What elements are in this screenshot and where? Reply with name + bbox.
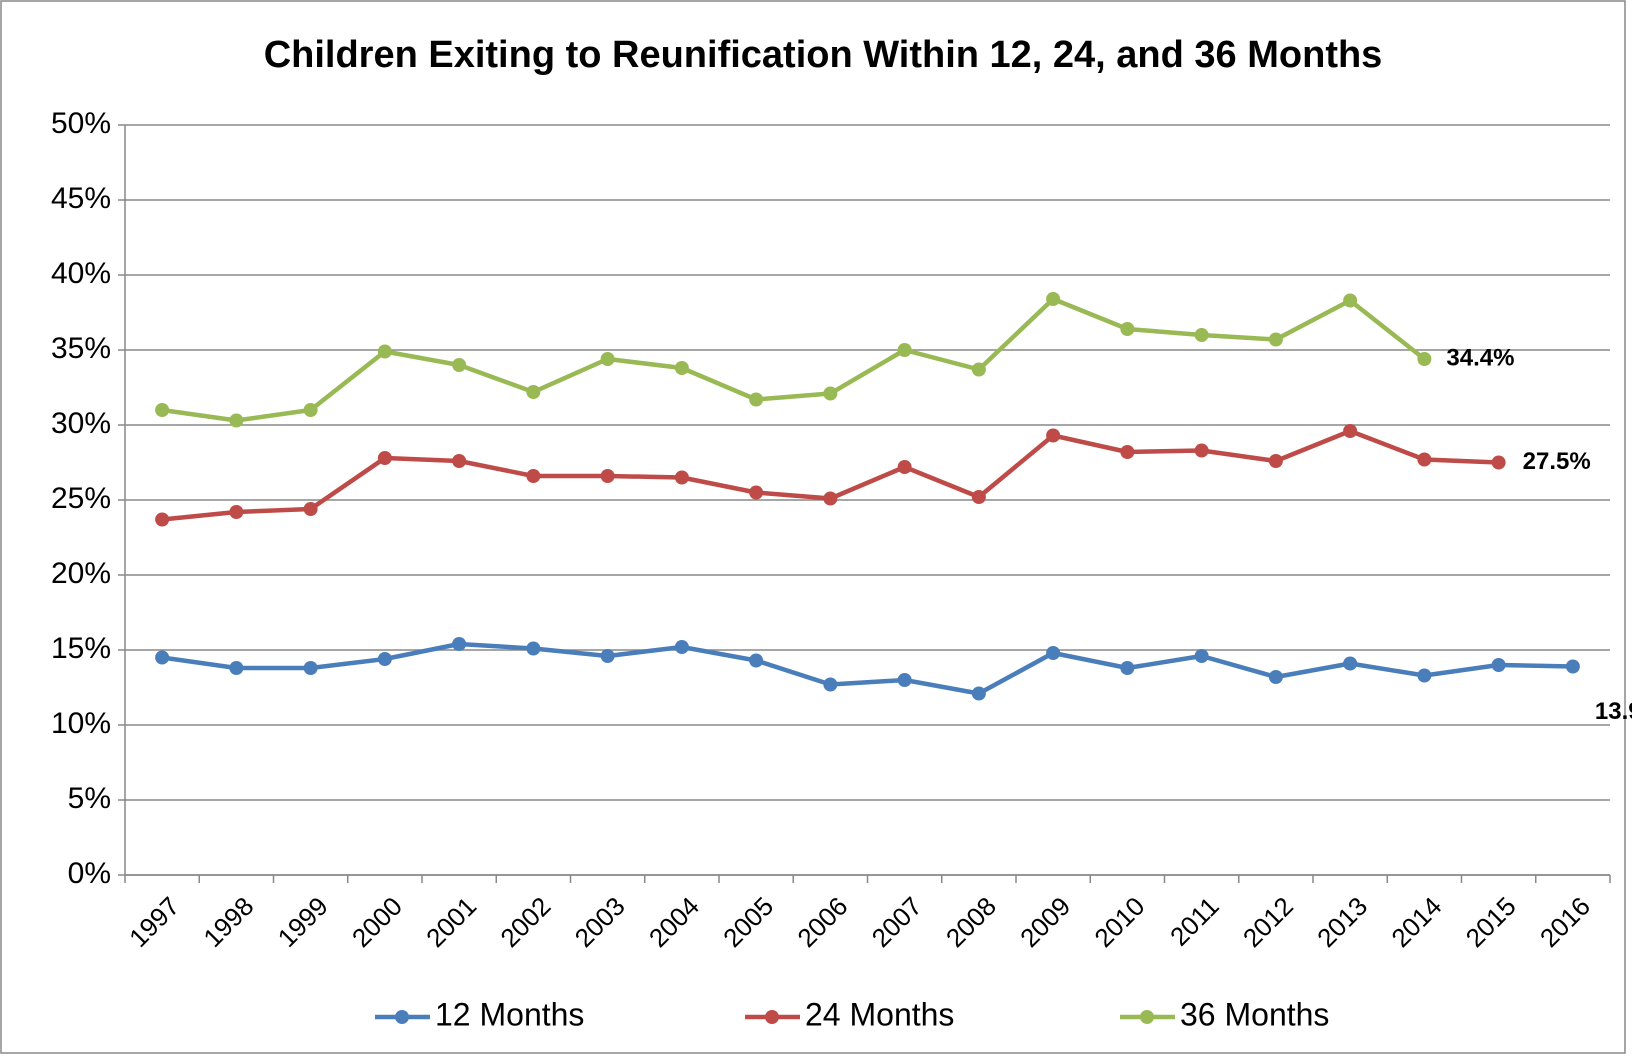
- data-point: [303, 661, 318, 675]
- data-point: [1194, 328, 1209, 342]
- data-point: [1268, 332, 1283, 347]
- y-tick-label: 50%: [51, 107, 111, 140]
- y-tick-label: 0%: [68, 857, 111, 890]
- data-point: [155, 650, 170, 665]
- data-point: [377, 344, 392, 359]
- y-tick-label: 30%: [51, 407, 111, 440]
- data-point: [452, 358, 467, 372]
- data-point: [1268, 670, 1283, 684]
- data-point: [600, 649, 615, 663]
- data-point: [1565, 659, 1580, 674]
- data-point: [1417, 668, 1432, 683]
- data-point: [823, 677, 838, 692]
- y-tick-label: 15%: [51, 632, 111, 665]
- data-point: [749, 653, 764, 668]
- data-point: [1194, 443, 1209, 458]
- data-point: [674, 640, 689, 654]
- data-point: [229, 413, 244, 428]
- legend-marker: [395, 1010, 409, 1024]
- data-point: [1491, 658, 1506, 672]
- data-point: [823, 386, 838, 401]
- data-point: [526, 641, 541, 656]
- data-point: [229, 505, 244, 519]
- data-point: [452, 637, 467, 651]
- chart-title: Children Exiting to Reunification Within…: [264, 34, 1383, 76]
- data-point: [823, 491, 838, 506]
- data-point: [303, 403, 318, 417]
- data-point: [1417, 452, 1432, 467]
- data-point: [1120, 322, 1135, 336]
- data-point: [897, 343, 912, 357]
- series-line: [161, 296, 1426, 423]
- data-point: [229, 661, 244, 675]
- y-tick-label: 35%: [51, 332, 111, 365]
- data-point: [1046, 428, 1061, 443]
- data-point: [1120, 661, 1135, 675]
- legend-label: 36 Months: [1180, 996, 1329, 1032]
- data-point: [1268, 454, 1283, 468]
- data-point: [303, 502, 318, 516]
- data-point: [674, 470, 689, 485]
- legend-marker: [765, 1010, 779, 1024]
- data-point: [452, 454, 467, 468]
- data-point: [971, 686, 986, 701]
- y-tick-label: 20%: [51, 557, 111, 590]
- data-point: [971, 362, 986, 377]
- data-point: [600, 352, 615, 366]
- series-line: [161, 641, 1573, 696]
- data-point: [155, 512, 170, 527]
- data-point: [1120, 445, 1135, 459]
- data-point: [526, 469, 541, 483]
- y-tick-label: 5%: [68, 782, 111, 815]
- data-label: 13.9%: [1595, 698, 1632, 725]
- data-point: [377, 451, 392, 465]
- data-point: [1491, 455, 1506, 470]
- data-point: [1194, 649, 1209, 663]
- legend-label: 24 Months: [805, 996, 954, 1032]
- legend-marker: [1140, 1010, 1154, 1024]
- data-point: [1343, 293, 1358, 308]
- data-point: [749, 392, 764, 407]
- data-point: [155, 403, 170, 417]
- y-tick-label: 45%: [51, 182, 111, 215]
- data-point: [897, 673, 912, 687]
- data-point: [674, 361, 689, 375]
- data-point: [1417, 352, 1432, 366]
- data-label: 27.5%: [1523, 448, 1591, 475]
- data-point: [526, 385, 541, 399]
- data-point: [1343, 424, 1358, 438]
- y-tick-label: 10%: [51, 707, 111, 740]
- data-point: [897, 460, 912, 474]
- data-point: [971, 490, 986, 504]
- data-label: 34.4%: [1446, 344, 1514, 371]
- y-tick-label: 40%: [51, 257, 111, 290]
- y-tick-label: 25%: [51, 482, 111, 515]
- data-point: [600, 469, 615, 483]
- data-point: [377, 652, 392, 666]
- data-point: [1343, 656, 1358, 671]
- legend-label: 12 Months: [435, 996, 584, 1032]
- data-point: [1046, 292, 1061, 306]
- data-point: [749, 485, 764, 500]
- data-point: [1046, 646, 1061, 660]
